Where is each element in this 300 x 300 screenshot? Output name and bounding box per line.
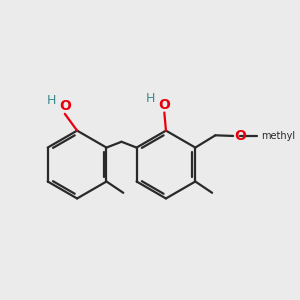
Text: H: H — [46, 94, 56, 107]
Text: H: H — [146, 92, 155, 105]
Text: O: O — [159, 98, 171, 112]
Text: O: O — [59, 99, 71, 113]
Text: methyl: methyl — [261, 131, 296, 141]
Text: O: O — [234, 129, 246, 143]
